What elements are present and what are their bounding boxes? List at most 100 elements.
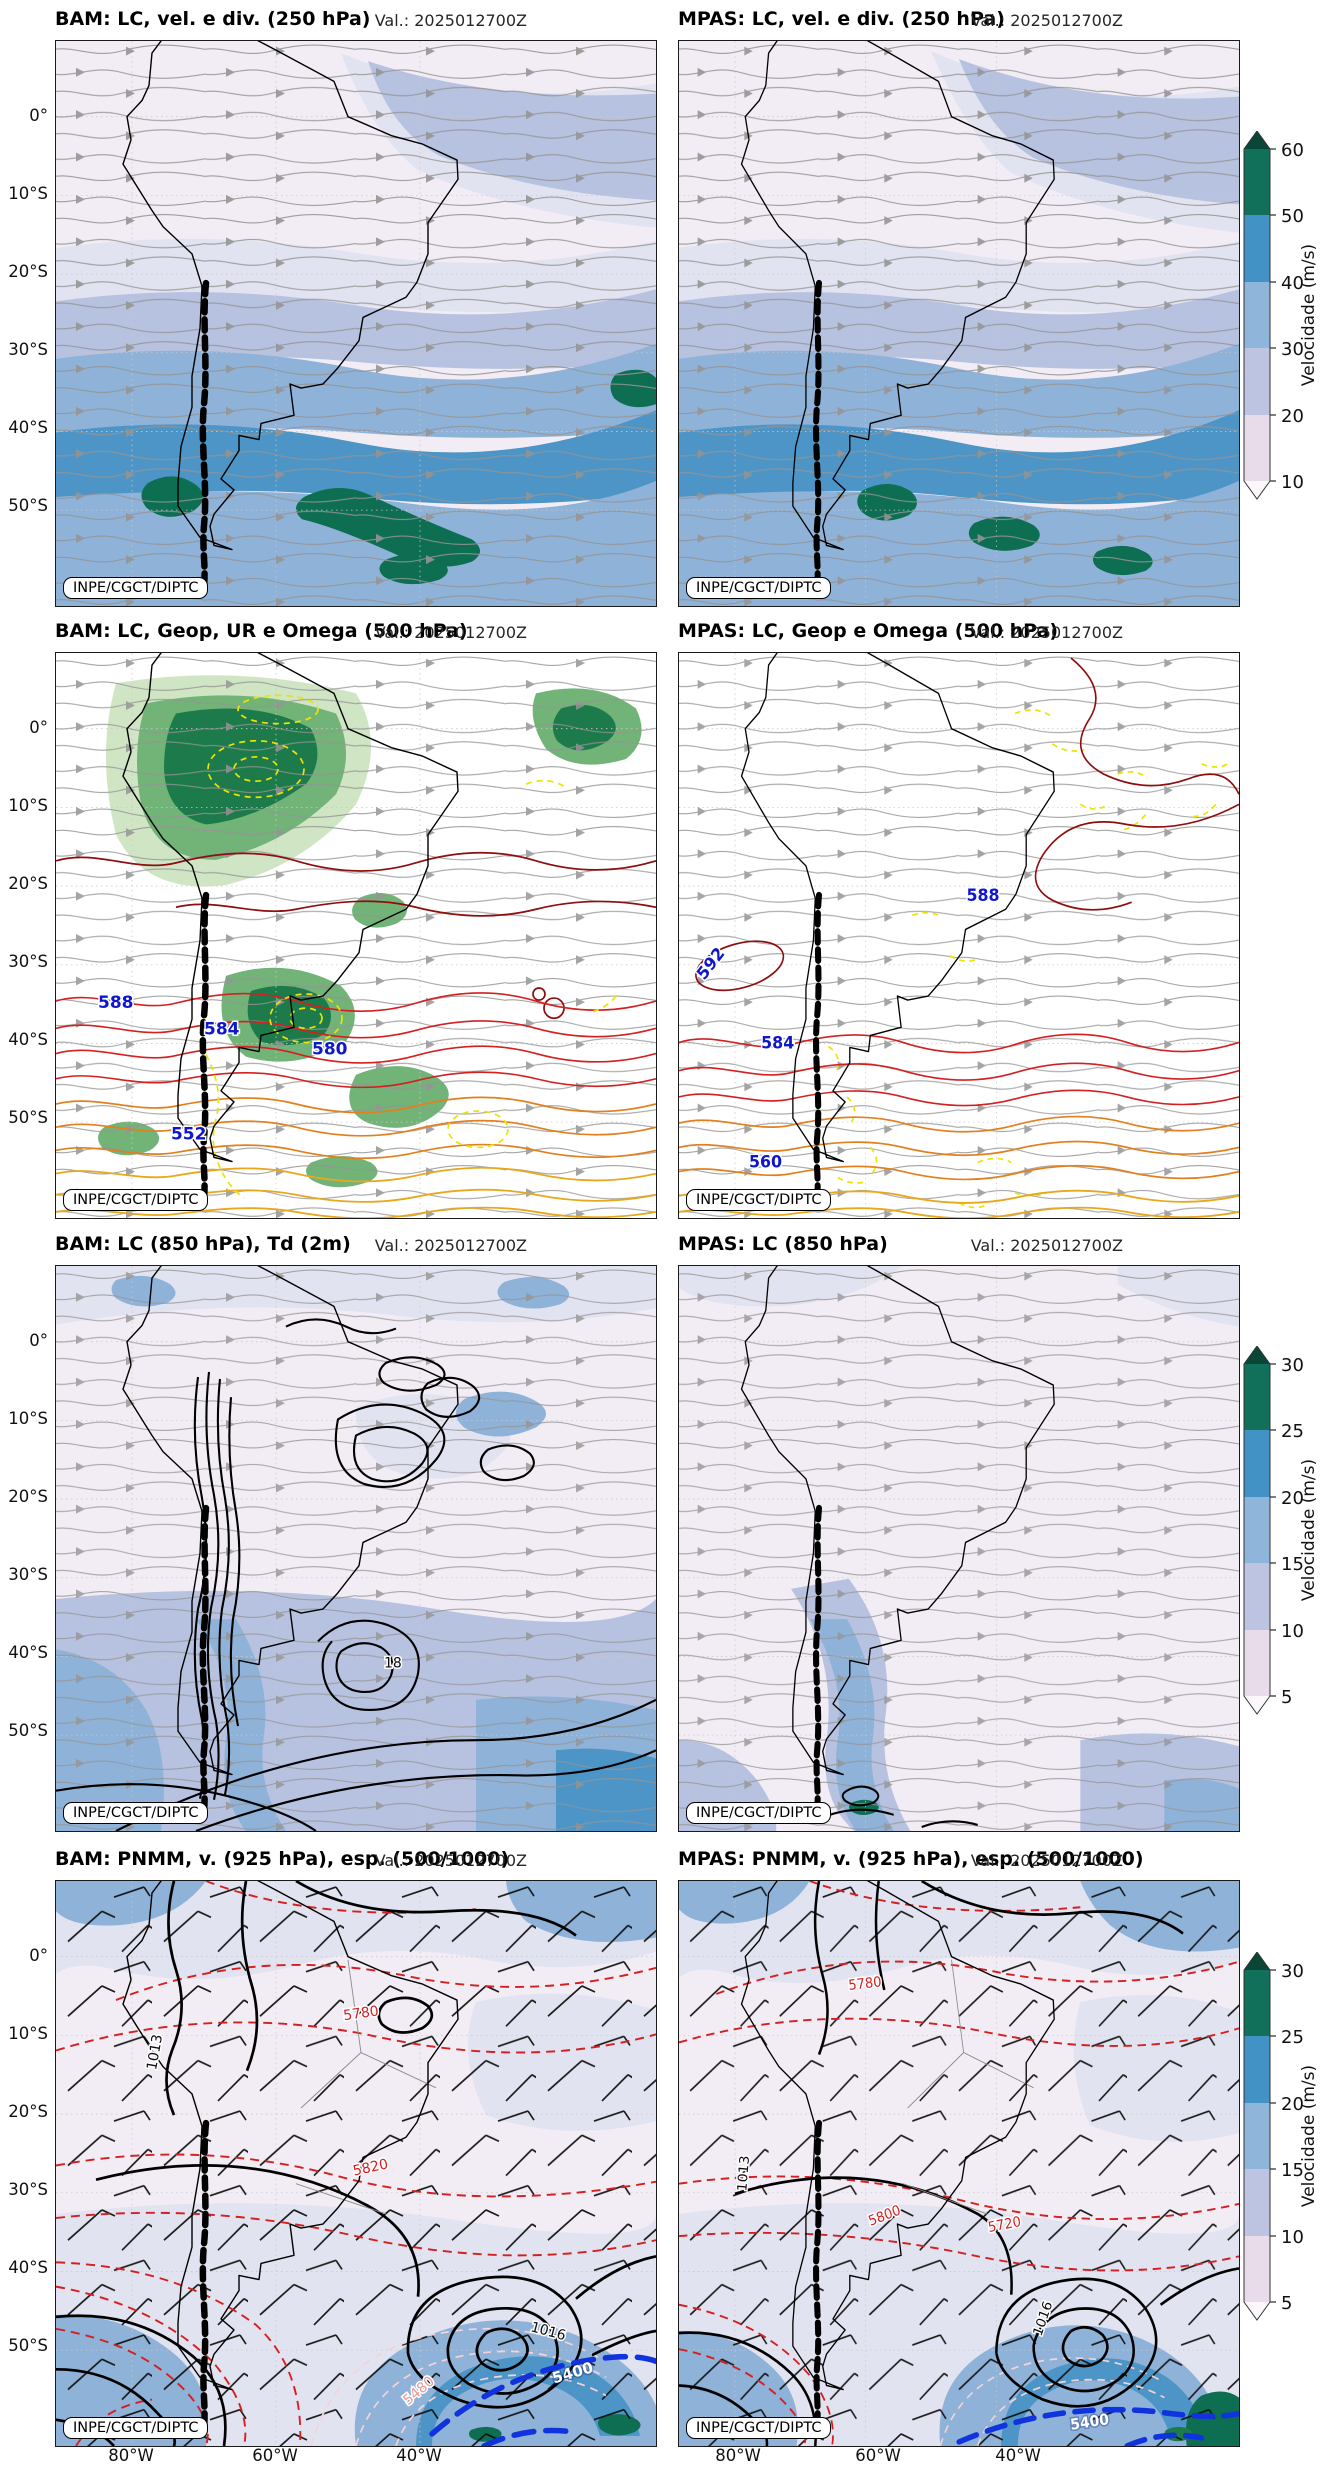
colorbar-arrow-under <box>1244 1696 1270 1714</box>
y-axis-row1: 0° 10°S 20°S 30°S 40°S 50°S <box>0 40 50 605</box>
colorbar-segment <box>1244 1630 1270 1696</box>
y-axis-tick-label: 50°S <box>8 2336 48 2355</box>
map-canvas <box>56 41 656 606</box>
map-bam-850hpa: 18 INPE/CGCT/DIPTC <box>55 1265 657 1832</box>
credit-badge: INPE/CGCT/DIPTC <box>686 1189 832 1211</box>
colorbar-tick: 20 <box>1281 2094 1304 2115</box>
x-axis-tick-label: 60°W <box>252 2446 298 2465</box>
colorbar-tick: 25 <box>1281 1421 1304 1442</box>
colorbar-tick: 20 <box>1281 1488 1304 1509</box>
colorbar-segment <box>1244 1563 1270 1630</box>
colorbar-segment <box>1244 2169 1270 2236</box>
geopotential-labels: 588 584 580 552 <box>96 992 349 1146</box>
contour-label: 584 <box>204 1019 240 1039</box>
colorbar-segment <box>1244 2103 1270 2169</box>
andes-terrain <box>816 1508 819 1811</box>
colorbar-segment <box>1244 348 1270 415</box>
map-canvas <box>679 1266 1239 1831</box>
colorbar-segment <box>1244 215 1270 282</box>
colorbar-tick: 25 <box>1281 2027 1304 2048</box>
valid-time-label: Val.: 2025012700Z <box>970 11 1123 30</box>
y-axis-tick-label: 50°S <box>8 496 48 515</box>
contour-label: 584 <box>761 1033 794 1053</box>
y-axis-tick-label: 20°S <box>8 1487 48 1506</box>
panel-title: BAM: LC (850 hPa), Td (2m) <box>55 1233 351 1255</box>
valid-time-label: Val.: 2025012700Z <box>374 623 527 642</box>
colorbar-segment <box>1244 149 1270 215</box>
valid-time-label: Val.: 2025012700Z <box>374 1851 527 1870</box>
contour-label: 18 <box>384 1656 402 1672</box>
colorbar-arrow-over <box>1244 1346 1270 1364</box>
thickness-5400-contour <box>429 2353 656 2446</box>
colorbar-tick: 30 <box>1281 339 1304 360</box>
streamlines <box>679 41 1239 606</box>
y-axis-tick-label: 50°S <box>8 1721 48 1740</box>
credit-badge: INPE/CGCT/DIPTC <box>63 577 209 599</box>
geopotential-contours <box>56 851 656 1218</box>
colorbar-tick: 15 <box>1281 2160 1304 2181</box>
colorbar-tick: 30 <box>1281 1355 1304 1376</box>
panel-title: BAM: PNMM, v. (925 hPa), esp. (500/1000) <box>55 1848 510 1870</box>
credit-badge: INPE/CGCT/DIPTC <box>63 1189 209 1211</box>
contour-label: 588 <box>966 886 999 906</box>
contour-label: 552 <box>171 1124 206 1144</box>
map-bam-pnmm: 5780 5820 5480 5400 1013 1016 INPE/CGCT/… <box>55 1880 657 2447</box>
streamlines <box>56 41 656 606</box>
valid-time-label: Val.: 2025012700Z <box>374 11 527 30</box>
contour-label: 1013 <box>735 2155 753 2192</box>
panel-title: BAM: LC, vel. e div. (250 hPa) <box>55 8 371 30</box>
state-borders <box>295 1959 437 2215</box>
map-mpas-850hpa: INPE/CGCT/DIPTC <box>678 1265 1240 1832</box>
omega-contours <box>827 709 1229 1209</box>
colorbar-segment <box>1244 1497 1270 1563</box>
map-canvas: 5780 5800 5720 5400 1013 1016 <box>679 1881 1239 2446</box>
map-bam-500hpa: 588 584 580 552 INPE/CGCT/DIPTC <box>55 652 657 1219</box>
map-mpas-pnmm: 5780 5800 5720 5400 1013 1016 INPE/CGCT/… <box>678 1880 1240 2447</box>
colorbar-tick: 10 <box>1281 2227 1304 2248</box>
colorbar-850hpa: 30 25 20 15 10 5 Velocidade (m/s) <box>1240 1345 1323 1750</box>
y-axis-row2: 0° 10°S 20°S 30°S 40°S 50°S <box>0 652 50 1217</box>
andes-terrain <box>203 2123 206 2426</box>
colorbar-tick: 40 <box>1281 273 1304 294</box>
map-bam-250hpa: INPE/CGCT/DIPTC <box>55 40 657 607</box>
contour-label: 580 <box>312 1039 348 1059</box>
panel-title: MPAS: PNMM, v. (925 hPa), esp. (500/1000… <box>678 1848 1144 1870</box>
contour-label: 5780 <box>342 2003 379 2024</box>
panel-title: MPAS: LC, vel. e div. (250 hPa) <box>678 8 1005 30</box>
colorbar-segment <box>1244 2236 1270 2302</box>
x-axis-tick-label: 60°W <box>855 2446 901 2465</box>
map-mpas-500hpa: 592 588 584 560 536 INPE/CGCT/DIPTC <box>678 652 1240 1219</box>
colorbar-tick: 15 <box>1281 1554 1304 1575</box>
valid-time-label: Val.: 2025012700Z <box>970 1236 1123 1255</box>
y-axis-tick-label: 10°S <box>8 184 48 203</box>
x-axis-right-map: 80°W 60°W 40°W <box>678 2446 1238 2470</box>
geopotential-contours <box>679 657 1239 1218</box>
y-axis-tick-label: 0° <box>29 106 48 125</box>
credit-badge: INPE/CGCT/DIPTC <box>63 2417 209 2439</box>
streamlines <box>56 653 656 1218</box>
map-canvas: 588 584 580 552 <box>56 653 656 1218</box>
contour-label: 588 <box>98 993 133 1013</box>
credit-badge: INPE/CGCT/DIPTC <box>686 1802 832 1824</box>
colorbar-segment <box>1244 1364 1270 1430</box>
contour-label: 560 <box>749 1152 782 1172</box>
x-axis-left-map: 80°W 60°W 40°W <box>55 2446 655 2470</box>
map-canvas: 18 <box>56 1266 656 1831</box>
colorbar-tick: 60 <box>1281 140 1304 161</box>
credit-badge: INPE/CGCT/DIPTC <box>63 1802 209 1824</box>
valid-time-label: Val.: 2025012700Z <box>970 623 1123 642</box>
colorbar-tick: 5 <box>1281 2293 1292 2314</box>
andes-terrain <box>816 283 819 586</box>
valid-time-label: Val.: 2025012700Z <box>374 1236 527 1255</box>
panel-title: MPAS: LC (850 hPa) <box>678 1233 888 1255</box>
andes-terrain <box>203 895 206 1198</box>
streamlines <box>679 653 1239 1218</box>
x-axis-tick-label: 40°W <box>995 2446 1041 2465</box>
valid-time-label: Val.: 2025012700Z <box>970 1851 1123 1870</box>
streamlines <box>679 1266 1239 1831</box>
colorbar-canvas: 30 25 20 15 10 5 Velocidade (m/s) <box>1243 1951 1319 2321</box>
thickness-contours-warm <box>310 2327 607 2446</box>
colorbar-arrow-over <box>1244 131 1270 149</box>
thickness-5400-contour <box>956 2406 1239 2446</box>
